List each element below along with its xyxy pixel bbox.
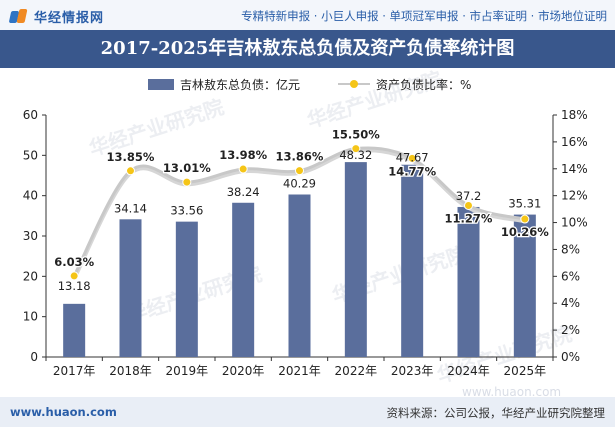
line-series bbox=[69, 144, 530, 281]
bar bbox=[119, 219, 142, 357]
line-point bbox=[520, 214, 530, 224]
right-axis-tick-label: 2% bbox=[561, 323, 580, 337]
line-point bbox=[464, 200, 473, 210]
x-axis-tick-label: 2021年 bbox=[278, 364, 321, 378]
legend-line-marker bbox=[350, 80, 358, 88]
bar-value-label: 37.2 bbox=[456, 189, 482, 203]
left-axis-tick-label: 40 bbox=[23, 189, 38, 203]
ratio-value-label: 13.85% bbox=[107, 150, 155, 164]
bar bbox=[401, 164, 424, 357]
bar-value-label: 47.67 bbox=[396, 151, 429, 165]
x-axis-tick-label: 2019年 bbox=[166, 364, 209, 378]
legend-bar-label: 吉林敖东总负债：亿元 bbox=[180, 77, 300, 92]
line-point bbox=[182, 177, 192, 187]
x-axis-tick-label: 2022年 bbox=[335, 364, 378, 378]
right-axis-tick-label: 0% bbox=[561, 350, 580, 364]
chart-title: 2017-2025年吉林敖东总负债及资产负债率统计图 bbox=[100, 38, 515, 59]
bar bbox=[288, 194, 311, 357]
line-point bbox=[69, 271, 79, 281]
bar-value-label: 33.56 bbox=[170, 204, 203, 218]
right-axis-tick-label: 14% bbox=[561, 162, 588, 176]
line-point bbox=[238, 164, 248, 174]
left-axis-tick-label: 60 bbox=[23, 108, 38, 122]
left-axis-tick-label: 50 bbox=[23, 148, 38, 162]
axes: 0 10 20 30 40 50 60 0% 2% 4% 6% 8% 10% 12% 14% 16% 18% 20… bbox=[23, 108, 588, 378]
logo[interactable]: 华经情报网 bbox=[8, 7, 105, 26]
x-axis-tick-label: 2023年 bbox=[391, 364, 434, 378]
legend: 吉林敖东总负债：亿元 资产负债比率：% bbox=[148, 77, 471, 92]
ratio-value-label: 11.27% bbox=[445, 211, 493, 225]
bar bbox=[457, 206, 480, 357]
x-axis-tick-label: 2017年 bbox=[53, 364, 96, 378]
bar-value-label: 34.14 bbox=[114, 201, 147, 215]
bar bbox=[175, 221, 198, 357]
x-axis-tick-label: 2020年 bbox=[222, 364, 265, 378]
logo-icon bbox=[8, 8, 28, 25]
right-axis-tick-label: 16% bbox=[561, 135, 588, 149]
left-axis-tick-label: 20 bbox=[23, 269, 38, 283]
data-labels: 13.18 34.14 33.56 38.24 40.29 48.32 47.67 37.2 3… bbox=[53, 126, 551, 293]
left-axis-tick-label: 30 bbox=[23, 229, 38, 243]
bar bbox=[63, 303, 86, 357]
footer-bar: www.huaon.com 资料来源：公司公报，华经产业研究院整理 bbox=[0, 397, 615, 427]
bar-value-label: 38.24 bbox=[227, 185, 260, 199]
top-bar: 华经情报网 专精特新申报 · 小巨人申报 · 单项冠军申报 · 市占率证明 · … bbox=[0, 0, 615, 30]
title-bar: 2017-2025年吉林敖东总负债及资产负债率统计图 bbox=[0, 30, 615, 68]
line-point bbox=[295, 166, 304, 176]
legend-bar-swatch bbox=[148, 79, 174, 90]
line-point bbox=[407, 153, 417, 163]
right-axis-tick-label: 6% bbox=[561, 269, 580, 283]
right-axis-tick-label: 4% bbox=[561, 296, 580, 310]
ratio-value-label: 13.01% bbox=[163, 161, 211, 175]
left-axis-tick-label: 0 bbox=[30, 350, 38, 364]
bar-value-label: 13.18 bbox=[58, 279, 91, 293]
x-axis-tick-label: 2024年 bbox=[447, 364, 490, 378]
bar-value-label: 35.31 bbox=[508, 197, 541, 211]
footer-source: 资料来源：公司公报，华经产业研究院整理 bbox=[386, 406, 606, 420]
ratio-value-label: 13.86% bbox=[276, 150, 324, 164]
bar bbox=[232, 202, 255, 357]
bar-value-label: 48.32 bbox=[339, 148, 372, 162]
logo-text: 华经情报网 bbox=[34, 11, 105, 26]
x-axis-tick-label: 2018年 bbox=[109, 364, 152, 378]
ratio-value-label: 10.26% bbox=[501, 225, 549, 239]
legend-line-label: 资产负债比率：% bbox=[376, 77, 471, 92]
right-axis-tick-label: 8% bbox=[561, 242, 580, 256]
chart: 华经产业研究院华经产业研究院华经产业研究院华经产业研究院华经产业研究院www.h… bbox=[23, 68, 588, 397]
line-point bbox=[126, 166, 135, 176]
right-axis-tick-label: 18% bbox=[561, 108, 588, 122]
left-axis-tick-label: 10 bbox=[23, 310, 38, 324]
ratio-value-label: 15.50% bbox=[332, 128, 380, 142]
x-axis-tick-label: 2025年 bbox=[504, 364, 547, 378]
service-links: 专精特新申报 · 小巨人申报 · 单项冠军申报 · 市占率证明 · 市场地位证明 bbox=[241, 9, 607, 23]
bar-value-label: 40.29 bbox=[283, 176, 316, 190]
footer-url[interactable]: www.huaon.com bbox=[10, 405, 117, 419]
bar-series bbox=[63, 162, 536, 357]
right-axis-tick-label: 10% bbox=[561, 216, 588, 230]
ratio-value-label: 14.77% bbox=[388, 164, 436, 178]
line-point bbox=[351, 144, 361, 154]
ratio-value-label: 13.98% bbox=[219, 148, 267, 162]
bar bbox=[344, 162, 367, 357]
ratio-value-label: 6.03% bbox=[54, 255, 94, 269]
watermark-url: www.huaon.com bbox=[462, 385, 561, 397]
bar bbox=[513, 214, 536, 357]
right-axis-tick-label: 12% bbox=[561, 189, 588, 203]
